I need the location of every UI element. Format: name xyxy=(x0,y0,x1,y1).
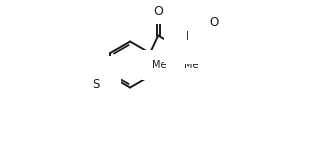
Text: Me: Me xyxy=(152,60,166,70)
Text: O: O xyxy=(153,5,163,18)
Text: S: S xyxy=(92,78,100,91)
Text: Me: Me xyxy=(183,60,198,70)
Text: O: O xyxy=(210,16,219,29)
Text: N: N xyxy=(186,30,194,43)
